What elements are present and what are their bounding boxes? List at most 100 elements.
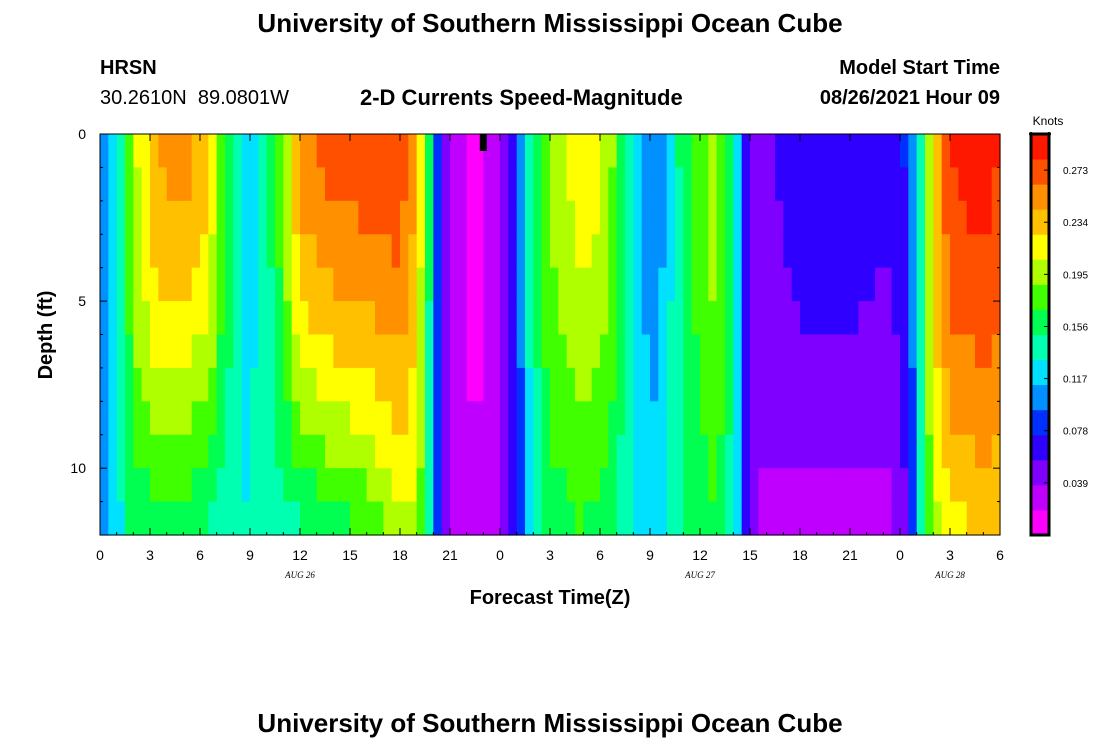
heatmap-cell <box>416 501 426 536</box>
colorbar-swatch <box>1031 509 1049 536</box>
heatmap-cell <box>383 501 393 536</box>
heatmap-cell <box>191 301 201 336</box>
x-tick-label: 21 <box>442 547 458 563</box>
heatmap-cell <box>750 501 759 536</box>
heatmap-cell <box>141 401 151 436</box>
heatmap-cell <box>275 301 284 336</box>
heatmap-cell <box>775 468 784 503</box>
heatmap-cell <box>108 134 118 169</box>
colorbar-corner-dot <box>1047 132 1051 136</box>
heatmap-cell <box>500 134 509 169</box>
heatmap-cell <box>616 200 626 235</box>
heatmap-cell <box>616 401 626 436</box>
heatmap-cell <box>716 234 726 269</box>
heatmap-cell <box>600 401 609 436</box>
heatmap-cell <box>725 501 734 536</box>
heatmap-cell <box>925 367 934 402</box>
x-tick-label: 15 <box>742 547 758 563</box>
heatmap-cell <box>450 134 459 169</box>
heatmap-cell <box>358 301 368 336</box>
heatmap-cell <box>716 401 726 436</box>
heatmap-cell <box>500 234 509 269</box>
heatmap-cell <box>750 334 759 369</box>
heatmap-cell <box>975 267 984 302</box>
heatmap-cell <box>575 468 584 503</box>
heatmap-cell <box>141 267 151 302</box>
heatmap-cell <box>441 468 451 503</box>
heatmap-cell <box>483 434 493 469</box>
heatmap-cell <box>483 267 493 302</box>
y-tick-label: 10 <box>70 460 86 476</box>
heatmap-cell <box>683 234 693 269</box>
heatmap-cell <box>908 267 918 302</box>
heatmap-cell <box>216 167 226 202</box>
heatmap-cell <box>208 134 218 169</box>
heatmap-cell <box>183 234 193 269</box>
heatmap-cell <box>375 234 384 269</box>
heatmap-cell <box>650 234 659 269</box>
heatmap-cell <box>975 501 984 536</box>
heatmap-cell <box>233 267 243 302</box>
heatmap-cell <box>191 167 201 202</box>
heatmap-cell <box>566 267 576 302</box>
heatmap-cell <box>708 401 718 436</box>
heatmap-cell <box>675 234 684 269</box>
heatmap-cell <box>233 167 243 202</box>
y-tick-label: 0 <box>78 126 86 142</box>
heatmap-cell <box>541 167 551 202</box>
heatmap-cell <box>800 468 809 503</box>
heatmap-cell <box>350 301 359 336</box>
heatmap-cell <box>591 501 601 536</box>
heatmap-cell <box>558 468 568 503</box>
heatmap-cell <box>291 501 301 536</box>
heatmap-cell <box>700 200 709 235</box>
heatmap-cell <box>366 367 376 402</box>
heatmap-cell <box>475 200 484 235</box>
heatmap-cell <box>875 401 884 436</box>
heatmap-cell <box>450 234 459 269</box>
heatmap-cell <box>441 434 451 469</box>
heatmap-cell <box>416 434 426 469</box>
heatmap-cell <box>183 167 193 202</box>
heatmap-cell <box>941 468 951 503</box>
heatmap-cell <box>258 367 268 402</box>
heatmap-cell <box>500 167 509 202</box>
heatmap-cell <box>741 334 751 369</box>
heatmap-cell <box>766 334 776 369</box>
heatmap-cell <box>225 200 234 235</box>
heatmap-cell <box>583 134 593 169</box>
heatmap-cell <box>700 401 709 436</box>
heatmap-cell <box>283 301 293 336</box>
heatmap-cell <box>133 234 143 269</box>
heatmap-cell <box>533 367 543 402</box>
heatmap-cell <box>283 267 293 302</box>
heatmap-cell <box>525 234 534 269</box>
colorbar-swatch <box>1031 209 1049 235</box>
heatmap-cell <box>925 401 934 436</box>
heatmap-cell <box>233 134 243 169</box>
heatmap-cell <box>100 367 109 402</box>
heatmap-cell <box>825 301 834 336</box>
heatmap-cell <box>558 134 568 169</box>
heatmap-cell <box>983 434 993 469</box>
page-title: University of Southern Mississippi Ocean… <box>257 8 843 38</box>
heatmap-cell <box>500 367 509 402</box>
heatmap-cell <box>350 267 359 302</box>
heatmap-cell <box>691 501 701 536</box>
heatmap-cell <box>675 401 684 436</box>
heatmap-cell <box>325 301 334 336</box>
heatmap-cell <box>250 234 259 269</box>
heatmap-cell <box>450 200 459 235</box>
heatmap-cell <box>875 434 884 469</box>
heatmap-cell <box>308 200 318 235</box>
heatmap-cell <box>108 301 118 336</box>
heatmap-cell <box>516 367 526 402</box>
heatmap-cell <box>608 267 618 302</box>
heatmap-cell <box>841 401 851 436</box>
heatmap-cell <box>641 334 651 369</box>
heatmap-cell <box>341 267 351 302</box>
heatmap-cell <box>200 434 209 469</box>
heatmap-cell <box>133 401 143 436</box>
heatmap-cell <box>175 367 184 402</box>
heatmap-cell <box>708 200 718 235</box>
